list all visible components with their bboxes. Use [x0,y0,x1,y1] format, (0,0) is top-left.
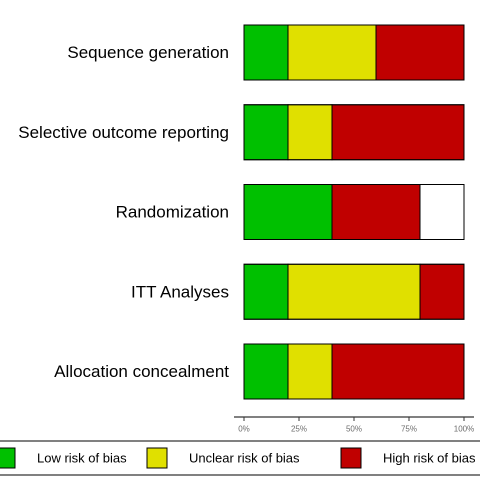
legend-key-high-risk-of-bias [340,447,362,469]
bar-itt-analyses-high-risk-of-bias [419,263,465,320]
category-label-allocation-concealment: Allocation concealment [54,362,229,381]
bar-sequence-generation-high-risk-of-bias [375,24,465,81]
legend: Low risk of bias Unclear risk of bias High… [0,440,480,476]
bar-sequence-generation-low-risk-of-bias [243,24,289,81]
bar-allocation-concealment-low-risk-of-bias [243,343,289,400]
category-label-itt-analyses: ITT Analyses [131,282,229,301]
bars-layer [243,24,465,400]
bar-randomization-high-risk-of-bias [331,184,421,240]
bar-itt-analyses-low-risk-of-bias [243,263,289,320]
bar-frame-randomization [243,184,465,240]
bar-frame-selective-outcome-reporting [243,104,465,161]
legend-label-low-risk-of-bias: Low risk of bias [37,451,127,466]
legend-key-low-risk-of-bias [0,447,16,469]
x-tick-label: 100% [454,425,474,434]
bar-selective-outcome-reporting-high-risk-of-bias [331,104,465,161]
legend-key-unclear-risk-of-bias [146,447,168,469]
bar-sequence-generation-unclear-risk-of-bias [287,24,377,81]
legend-label-unclear-risk-of-bias: Unclear risk of bias [189,451,300,466]
x-tick-label: 75% [401,425,417,434]
category-label-sequence-generation: Sequence generation [67,43,229,62]
x-tick-label: 0% [238,425,250,434]
bar-randomization-low-risk-of-bias [243,184,333,240]
category-label-randomization: Randomization [116,203,229,222]
legend-label-high-risk-of-bias: High risk of bias [383,451,476,466]
x-tick-label: 50% [346,425,362,434]
bar-frame-sequence-generation [243,24,465,81]
bar-allocation-concealment-unclear-risk-of-bias [287,343,333,400]
bar-frame-itt-analyses [243,263,465,320]
bar-selective-outcome-reporting-unclear-risk-of-bias [287,104,333,161]
x-axis: 0% 25% 50% 75% 100% [234,416,474,434]
category-label-selective-outcome-reporting: Selective outcome reporting [18,123,229,142]
bar-allocation-concealment-high-risk-of-bias [331,343,465,400]
bar-itt-analyses-unclear-risk-of-bias [287,263,421,320]
x-tick-label: 25% [291,425,307,434]
category-labels: Sequence generation Selective outcome rep… [18,43,229,381]
bar-selective-outcome-reporting-low-risk-of-bias [243,104,289,161]
bar-frame-allocation-concealment [243,343,465,400]
